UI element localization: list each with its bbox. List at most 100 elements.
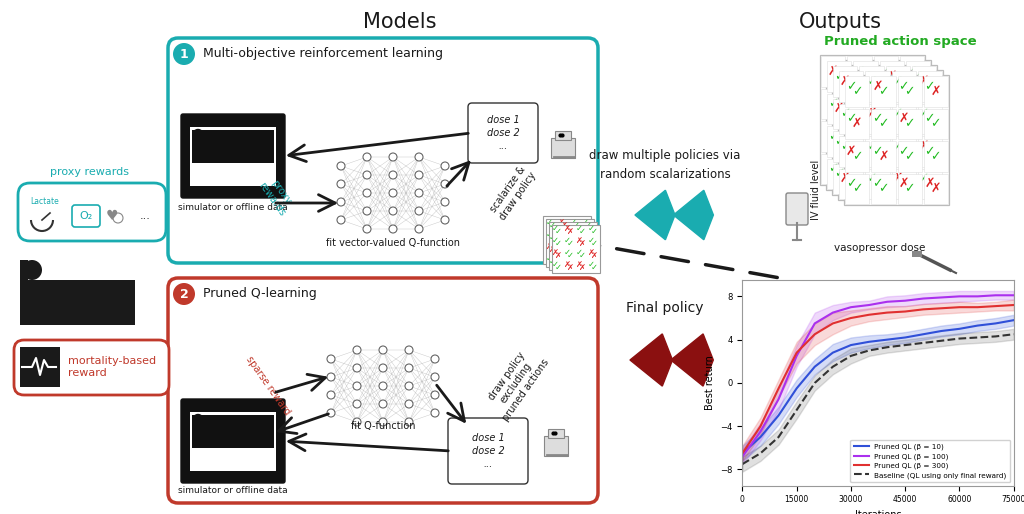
- Baseline (QL using only final reward): [791, 407, 803, 413]
- FancyBboxPatch shape: [897, 174, 922, 204]
- Text: fit Q-function: fit Q-function: [351, 421, 416, 431]
- Text: ✗: ✗: [569, 253, 577, 263]
- FancyBboxPatch shape: [873, 154, 898, 184]
- FancyBboxPatch shape: [886, 131, 909, 161]
- Text: ✗: ✗: [560, 256, 567, 266]
- Text: ✓: ✓: [881, 97, 891, 110]
- FancyBboxPatch shape: [181, 399, 285, 483]
- Text: ✓: ✓: [852, 150, 862, 163]
- FancyBboxPatch shape: [845, 108, 869, 139]
- Text: ✓: ✓: [560, 232, 567, 242]
- FancyBboxPatch shape: [859, 66, 884, 97]
- Text: ✓: ✓: [904, 150, 914, 163]
- FancyBboxPatch shape: [918, 71, 942, 101]
- Text: Multi-objective reinforcement learning: Multi-objective reinforcement learning: [203, 47, 443, 61]
- FancyBboxPatch shape: [892, 71, 915, 101]
- Text: ✓: ✓: [579, 250, 586, 260]
- Circle shape: [406, 346, 413, 354]
- FancyBboxPatch shape: [911, 66, 936, 97]
- Circle shape: [337, 162, 345, 170]
- Text: ✓: ✓: [827, 162, 839, 175]
- Text: ✗: ✗: [852, 117, 862, 130]
- FancyBboxPatch shape: [20, 260, 28, 315]
- Circle shape: [415, 189, 423, 197]
- Text: ✓: ✓: [852, 85, 862, 98]
- Polygon shape: [635, 190, 675, 240]
- Pruned QL (β = 10): [953, 326, 966, 332]
- FancyBboxPatch shape: [845, 174, 869, 204]
- Polygon shape: [671, 334, 714, 386]
- Text: Pruned action space: Pruned action space: [823, 35, 976, 48]
- Text: ✗: ✗: [549, 245, 555, 253]
- Text: ✓: ✓: [879, 182, 889, 195]
- Text: ✓: ✓: [898, 80, 909, 93]
- Text: ✗: ✗: [563, 260, 570, 268]
- Text: ✓: ✓: [860, 70, 870, 83]
- Pruned QL (β = 300): [863, 311, 876, 318]
- Pruned QL (β = 300): [881, 309, 893, 316]
- FancyBboxPatch shape: [827, 94, 851, 124]
- FancyBboxPatch shape: [924, 174, 948, 204]
- Text: ✓: ✓: [549, 221, 555, 229]
- Pruned QL (β = 100): [863, 302, 876, 308]
- Text: ✓: ✓: [549, 232, 555, 242]
- Circle shape: [22, 260, 42, 280]
- Text: 1: 1: [179, 47, 188, 61]
- Circle shape: [362, 153, 371, 161]
- FancyBboxPatch shape: [892, 136, 915, 167]
- Text: ✗: ✗: [879, 150, 889, 163]
- FancyBboxPatch shape: [897, 141, 922, 172]
- Pruned QL (β = 300): [918, 306, 930, 313]
- Text: ✗: ✗: [919, 75, 929, 88]
- Circle shape: [379, 418, 387, 426]
- Circle shape: [379, 400, 387, 408]
- Pruned QL (β = 300): [972, 304, 984, 310]
- Pruned QL (β = 10): [736, 450, 749, 456]
- Pruned QL (β = 100): [881, 299, 893, 305]
- Pruned QL (β = 300): [809, 331, 821, 337]
- Text: IV fluid level: IV fluid level: [811, 160, 821, 220]
- FancyBboxPatch shape: [912, 251, 922, 257]
- FancyBboxPatch shape: [543, 216, 591, 264]
- FancyBboxPatch shape: [892, 169, 915, 199]
- FancyBboxPatch shape: [820, 55, 925, 185]
- FancyBboxPatch shape: [873, 88, 898, 119]
- FancyBboxPatch shape: [900, 56, 924, 86]
- FancyBboxPatch shape: [871, 108, 896, 139]
- Line: Baseline (QL using only final reward): Baseline (QL using only final reward): [742, 334, 1014, 464]
- Text: ✗: ✗: [575, 235, 583, 245]
- Text: ✗: ✗: [840, 172, 850, 185]
- Text: ✗: ✗: [591, 250, 597, 260]
- Pruned QL (β = 10): [845, 342, 857, 348]
- Pruned QL (β = 100): [772, 396, 784, 402]
- Baseline (QL using only final reward): [918, 340, 930, 346]
- Text: ✓: ✓: [879, 85, 889, 98]
- Circle shape: [441, 180, 449, 188]
- Text: mortality-based
reward: mortality-based reward: [68, 356, 156, 378]
- Text: ✓: ✓: [557, 242, 564, 250]
- Text: ✓: ✓: [834, 135, 845, 148]
- Baseline (QL using only final reward): [953, 336, 966, 342]
- Text: ✗: ✗: [925, 177, 935, 190]
- Text: ✓: ✓: [919, 107, 929, 120]
- Baseline (QL using only final reward): [736, 461, 749, 467]
- Text: ✗: ✗: [931, 85, 941, 98]
- Pruned QL (β = 100): [989, 292, 1001, 298]
- X-axis label: Iterations: Iterations: [855, 510, 901, 514]
- Circle shape: [193, 414, 203, 425]
- Text: ✓: ✓: [898, 145, 909, 158]
- Text: ✓: ✓: [846, 177, 856, 190]
- Baseline (QL using only final reward): [899, 342, 911, 348]
- Text: ✗: ✗: [834, 102, 845, 115]
- Pruned QL (β = 300): [1008, 302, 1020, 308]
- Text: ✓: ✓: [881, 65, 891, 78]
- Text: ✓: ✓: [560, 245, 567, 253]
- Text: ✓: ✓: [925, 112, 935, 125]
- Pruned QL (β = 10): [826, 350, 839, 356]
- Circle shape: [431, 409, 439, 417]
- Circle shape: [353, 400, 361, 408]
- FancyBboxPatch shape: [906, 126, 930, 156]
- Text: ✓: ✓: [834, 167, 845, 180]
- Circle shape: [327, 355, 335, 363]
- Text: ✓: ✓: [555, 227, 561, 235]
